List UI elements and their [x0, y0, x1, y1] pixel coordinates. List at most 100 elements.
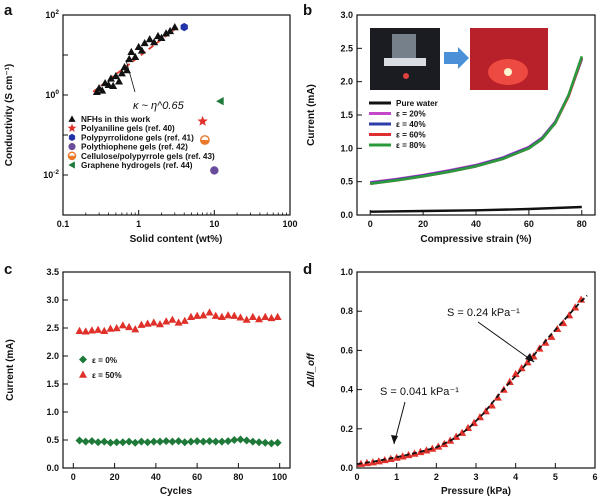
- point-pressure: [487, 401, 496, 409]
- legend-marker-a: [68, 161, 75, 169]
- panel-label-d: d: [303, 261, 312, 278]
- point-strain-50: [75, 326, 84, 334]
- point-nfh: [127, 47, 136, 56]
- x-tick-label: 6: [592, 472, 597, 482]
- chart-b: 0 20 40 60 80 0.0 0.5 1.0 1.5 2.0 2.5 3.0 Pure wate…: [306, 10, 596, 245]
- point-strain-0: [131, 438, 140, 447]
- legend-label-b: ε = 60%: [396, 131, 426, 140]
- point-strain-0: [180, 438, 189, 447]
- point-strain-0: [118, 438, 127, 447]
- series-line-4: [370, 55, 584, 185]
- point-strain-0: [125, 437, 134, 446]
- panel-label-c: c: [4, 261, 12, 278]
- legend-marker-a: [68, 133, 76, 141]
- point-strain-0: [143, 438, 152, 447]
- x-tick-label: 80: [577, 219, 587, 229]
- y-tick-label: 1.0: [340, 143, 353, 153]
- point-strain-0: [87, 437, 96, 446]
- y-tick-label: 0.4: [340, 385, 353, 395]
- y-tick-label: 0.5: [46, 435, 59, 445]
- annotation-slope-low: S = 0.041 kPa⁻¹: [380, 386, 459, 398]
- inset-device-glass: [392, 34, 416, 60]
- x-tick-label: 1: [136, 219, 141, 229]
- point-strain-0: [224, 437, 233, 446]
- y-tick-label: 2.0: [340, 77, 353, 87]
- point-nfh: [98, 86, 107, 94]
- x-tick-label: 20: [110, 472, 120, 482]
- inset-arrow: [444, 47, 469, 69]
- point-nfh: [140, 38, 149, 47]
- point-pressure: [547, 332, 556, 340]
- point-nfh: [162, 29, 171, 37]
- point-strain-50: [87, 326, 96, 334]
- legend-label-a: Graphene hydrogels (ref. 44): [81, 161, 193, 170]
- point-strain-0: [261, 438, 270, 447]
- point-strain-0: [168, 437, 177, 446]
- y-tick-label: 3.0: [340, 10, 353, 20]
- x-tick-label: 60: [524, 219, 534, 229]
- legend-label-c: ε = 50%: [92, 371, 122, 380]
- chart-a: 0.1 1 10 100 10-2 100 102 κ ~ η^0.65 NFHs in t…: [4, 9, 298, 245]
- point-strain-50: [137, 320, 146, 328]
- legend-marker-a-fill: [68, 155, 76, 160]
- y-tick-label: 3.5: [46, 267, 59, 277]
- point-strain-50: [112, 324, 121, 332]
- annotation-arrow-a: [125, 59, 136, 93]
- point-strain-50: [143, 319, 152, 327]
- annotation-arrowhead-high: [525, 353, 534, 362]
- annotation-arrow-high: [477, 321, 535, 363]
- panel-label-b: b: [303, 2, 312, 19]
- y-tick-label: 2.5: [46, 323, 59, 333]
- y-tick-label: 0.0: [46, 463, 59, 473]
- x-tick-label: 100: [272, 472, 287, 482]
- x-tick-label: 3: [473, 472, 478, 482]
- point-ref-1: [197, 115, 208, 126]
- point-strain-50: [162, 317, 171, 325]
- y-tick-label: 102: [45, 9, 59, 20]
- point-strain-50: [125, 322, 134, 331]
- point-strain-50: [267, 313, 276, 322]
- point-ref-3: [210, 166, 219, 175]
- point-nfh: [111, 71, 120, 80]
- annotation-slope-high: S = 0.24 kPa⁻¹: [447, 307, 520, 319]
- point-strain-50: [261, 312, 270, 320]
- point-strain-50: [217, 312, 226, 320]
- y-tick-label: 0.0: [340, 210, 353, 220]
- x-axis-title-a: Solid content (wt%): [130, 234, 223, 245]
- point-nfh: [131, 52, 140, 61]
- fit-line-d: [356, 294, 588, 465]
- point-nfh: [115, 77, 124, 85]
- point-strain-0: [273, 438, 282, 447]
- point-strain-50: [199, 311, 208, 319]
- point-strain-0: [217, 437, 226, 446]
- point-nfh: [109, 81, 118, 89]
- x-tick-label: 100: [282, 219, 297, 229]
- legend-marker-a: [67, 123, 77, 132]
- ticks-a: 0.1 1 10 100 10-2 100 102: [43, 9, 297, 229]
- point-strain-50: [118, 321, 127, 329]
- point-strain-50: [211, 311, 220, 319]
- legend-label-b: Pure water: [396, 99, 439, 108]
- y-tick-label: 1.5: [340, 110, 353, 120]
- point-strain-50: [100, 326, 109, 334]
- point-nfh: [150, 38, 159, 46]
- point-strain-0: [236, 435, 245, 444]
- plot-area-c: [62, 271, 291, 469]
- point-strain-50: [131, 325, 140, 333]
- legend-marker-a: [68, 115, 76, 122]
- y-axis-title-c: Current (mA): [5, 339, 16, 401]
- legend-label-a: Polythiophene gels (ref. 42): [81, 143, 188, 152]
- legend-label-b: ε = 40%: [396, 120, 426, 129]
- y-tick-label: 2.5: [340, 43, 353, 53]
- point-strain-50: [81, 327, 90, 335]
- y-tick-label: 0.5: [340, 177, 353, 187]
- y-tick-label: 0.6: [340, 345, 353, 355]
- legend-c: ε = 0% ε = 50%: [79, 355, 122, 380]
- point-strain-50: [174, 318, 183, 326]
- marks-d: [356, 294, 588, 467]
- point-nfh: [125, 54, 134, 63]
- legend-label-a: Polyaniline gels (ref. 40): [81, 124, 175, 133]
- point-strain-0: [155, 437, 164, 446]
- x-tick-label: 0: [71, 472, 76, 482]
